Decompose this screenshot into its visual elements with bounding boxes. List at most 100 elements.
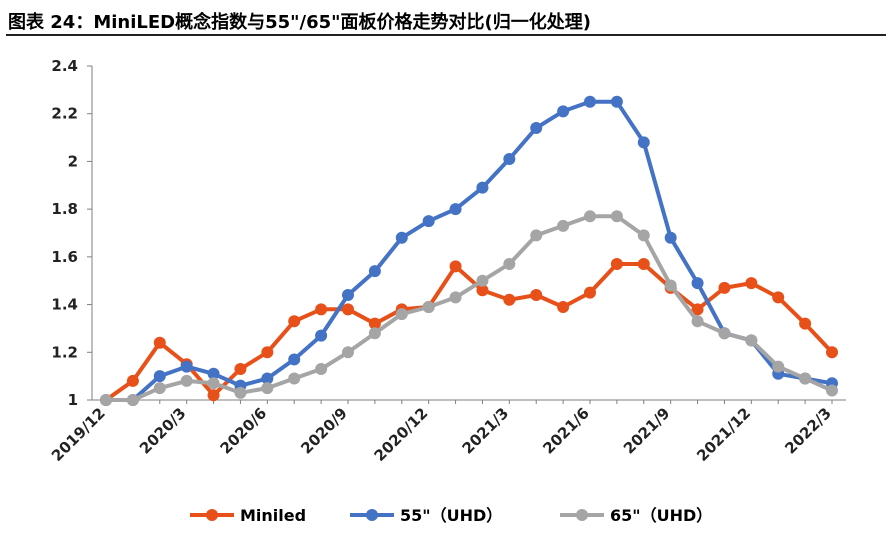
data-point: [342, 303, 354, 316]
data-point: [799, 317, 812, 330]
legend-item: 65"（UHD）: [560, 506, 712, 525]
data-point: [530, 229, 543, 242]
series-line: [106, 214, 833, 402]
data-point: [288, 353, 301, 366]
data-point: [826, 346, 838, 359]
data-point: [664, 279, 677, 292]
data-point: [207, 367, 220, 380]
data-point: [530, 122, 543, 135]
data-point: [637, 136, 650, 149]
data-point: [100, 394, 112, 406]
data-point: [261, 372, 274, 385]
series-layer: [100, 95, 838, 406]
data-point: [557, 219, 570, 232]
data-point: [530, 289, 543, 302]
data-point: [342, 346, 354, 359]
data-point: [772, 360, 785, 373]
x-tick-label: 2019/12: [48, 404, 109, 465]
data-point: [584, 286, 596, 299]
data-point: [449, 291, 462, 304]
legend: Miniled 55"（UHD） 65"（UHD）: [190, 506, 712, 525]
data-point: [261, 382, 274, 395]
x-tick-label: 2020/12: [371, 404, 432, 465]
legend-label: 55"（UHD）: [400, 506, 502, 525]
legend-label: 65"（UHD）: [610, 506, 712, 525]
data-point: [288, 372, 301, 385]
x-tick-label: 2020/3: [136, 404, 190, 458]
y-tick-label: 1.6: [51, 248, 78, 266]
legend-swatch-marker: [576, 509, 588, 521]
legend-item: 55"（UHD）: [350, 506, 502, 525]
data-point: [153, 336, 166, 349]
data-point: [207, 389, 220, 402]
data-point: [584, 95, 596, 108]
x-tick-label: 2022/3: [781, 404, 835, 458]
data-point: [503, 258, 516, 271]
data-point: [745, 334, 758, 347]
y-tick-label: 2.4: [51, 57, 78, 75]
data-point: [234, 362, 247, 375]
series-line: [104, 262, 834, 402]
data-point: [799, 372, 812, 385]
y-axis-ticks: 2.4 2.2 2 1.8 1.6 1.4 1.2 1: [51, 57, 92, 409]
data-point: [610, 95, 623, 108]
data-point: [476, 181, 489, 194]
data-point: [691, 303, 704, 316]
legend-label: Miniled: [240, 506, 306, 525]
data-point: [557, 300, 570, 313]
y-tick-label: 1.4: [51, 296, 78, 314]
data-point: [664, 231, 677, 244]
x-tick-label: 2021/9: [620, 404, 674, 458]
axis-lines: [91, 66, 846, 401]
series-0: [100, 258, 838, 406]
y-tick-label: 1.2: [51, 343, 78, 361]
data-point: [261, 346, 274, 359]
y-tick-label: 2: [68, 152, 78, 170]
data-point: [745, 277, 758, 290]
x-tick-label: 2021/12: [693, 404, 754, 465]
data-point: [315, 362, 328, 375]
legend-swatch-marker: [206, 509, 218, 521]
data-point: [422, 215, 435, 228]
data-point: [315, 303, 328, 316]
chart-title: 图表 24：MiniLED概念指数与55"/65"面板价格走势对比(归一化处理): [8, 12, 591, 33]
data-point: [153, 370, 166, 383]
data-point: [368, 327, 381, 340]
data-point: [503, 153, 516, 166]
chart-title-bar: 图表 24：MiniLED概念指数与55"/65"面板价格走势对比(归一化处理): [6, 4, 886, 36]
data-point: [395, 308, 408, 321]
y-tick-label: 2.2: [51, 105, 78, 123]
data-point: [315, 329, 328, 342]
series-line: [106, 99, 833, 402]
data-point: [234, 386, 247, 399]
data-point: [180, 374, 193, 387]
data-point: [449, 260, 462, 273]
data-point: [826, 384, 838, 397]
data-point: [288, 315, 301, 328]
data-point: [637, 229, 650, 242]
series-1: [100, 95, 838, 406]
legend-item: Miniled: [190, 506, 306, 525]
y-tick-label: 1.8: [51, 200, 78, 218]
data-point: [368, 265, 381, 278]
data-point: [610, 210, 623, 223]
legend-swatch-marker: [366, 509, 378, 521]
y-tick-label: 1: [68, 391, 78, 409]
x-axis-ticks: 2019/12 2020/3 2020/6 2020/9 2020/12 2021/3 20…: [48, 400, 835, 465]
data-point: [718, 327, 731, 340]
data-point: [153, 382, 166, 395]
data-point: [207, 377, 220, 390]
x-tick-label: 2021/3: [459, 404, 513, 458]
x-tick-label: 2020/6: [217, 404, 271, 458]
data-point: [449, 203, 462, 216]
x-tick-label: 2020/9: [297, 404, 351, 458]
data-point: [368, 317, 381, 330]
series-2: [100, 210, 838, 406]
data-point: [422, 300, 435, 313]
data-point: [610, 258, 623, 271]
data-point: [126, 394, 139, 406]
data-point: [557, 105, 570, 118]
data-point: [476, 284, 489, 297]
data-point: [342, 289, 354, 302]
